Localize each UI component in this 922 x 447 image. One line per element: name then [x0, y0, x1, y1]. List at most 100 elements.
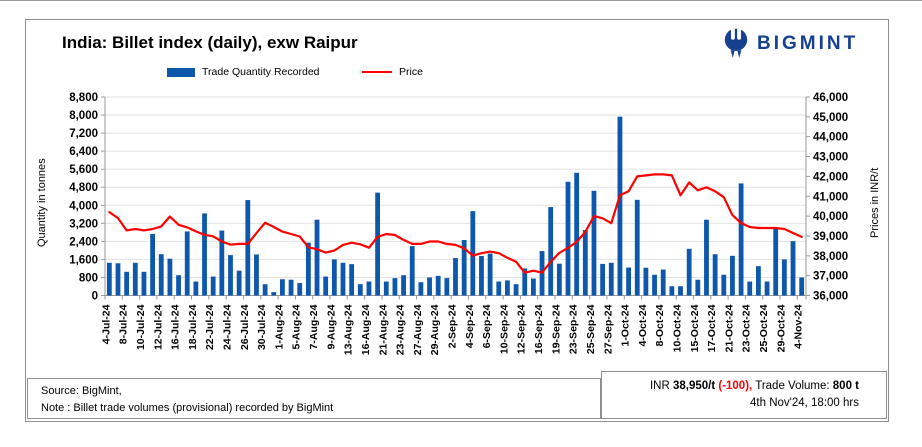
- quantity-bar: [738, 183, 744, 296]
- x-tick-label: 8-Oct-24: [654, 304, 666, 346]
- quantity-legend-label: Trade Quantity Recorded: [202, 66, 320, 78]
- bigmint-logo: BIGMINT: [722, 27, 858, 60]
- y-tick-label-left: 1,600: [69, 254, 98, 266]
- x-tick-label: 30-Jul-24: [256, 304, 268, 350]
- quantity-bar: [600, 263, 606, 296]
- y-tick-label-left: 8,000: [69, 110, 98, 122]
- x-tick-label: 12-Sep-24: [516, 304, 528, 354]
- x-tick-label: 4-Oct-24: [637, 304, 649, 346]
- price-line-path: [108, 173, 803, 274]
- quantity-bar: [132, 262, 138, 296]
- x-tick-label: 13-Aug-24: [343, 304, 355, 355]
- quantity-bar: [695, 279, 701, 296]
- x-tick-label: 4-Sep-24: [464, 304, 476, 348]
- y-tick-label-left: 2,400: [69, 236, 98, 248]
- quantity-bar: [297, 283, 303, 296]
- quantity-legend-swatch: [167, 67, 195, 77]
- x-tick-label: 10-Oct-24: [672, 304, 684, 352]
- quantity-bar: [366, 281, 372, 296]
- y-tick-label-right: 41,000: [813, 191, 848, 203]
- quantity-bar: [678, 286, 683, 296]
- quantity-bar: [530, 278, 536, 296]
- quantity-bar: [669, 286, 675, 296]
- quantity-bar: [288, 279, 294, 296]
- volume-label: Trade Volume:: [752, 380, 833, 392]
- quantity-bar: [764, 281, 770, 296]
- quantity-bar: [392, 278, 398, 296]
- y-tick-label-left: 0: [92, 291, 98, 303]
- quantity-bar: [409, 246, 415, 296]
- quantity-bar: [262, 284, 268, 296]
- chart-frame: [25, 19, 889, 422]
- quantity-bar: [280, 279, 285, 296]
- x-tick-label: 6-Sep-24: [481, 304, 493, 348]
- quantity-bar: [427, 277, 432, 296]
- x-tick-label: 4-Jul-24: [100, 304, 112, 344]
- quantity-bar: [202, 213, 207, 296]
- y-tick-label-right: 37,000: [813, 271, 848, 283]
- y-tick-label-right: 40,000: [813, 211, 848, 223]
- quantity-bar: [245, 200, 251, 296]
- top-divider: [0, 0, 922, 1]
- quantity-bar: [565, 181, 571, 296]
- quantity-bar: [487, 253, 493, 296]
- x-tick-label: 26-Jul-24: [239, 304, 251, 350]
- y-tick-label-right: 44,000: [813, 132, 848, 144]
- quantity-bar: [254, 254, 259, 296]
- x-tick-label: 2-Sep-24: [447, 304, 459, 348]
- quantity-bar: [730, 255, 735, 296]
- x-tick-label: 12-Jul-24: [152, 304, 164, 350]
- quantity-bar: [626, 267, 631, 296]
- x-tick-label: 21-Oct-24: [723, 304, 735, 352]
- quantity-bar: [305, 242, 311, 296]
- x-tick-label: 27-Aug-24: [412, 304, 424, 355]
- x-tick-label: 29-Aug-24: [429, 304, 441, 355]
- quantity-bar: [496, 281, 502, 296]
- quantity-bar: [548, 207, 554, 296]
- x-tick-label: 23-Sep-24: [568, 304, 580, 354]
- price-annotation-box: INR 38,950/t (-100), Trade Volume: 800 t…: [601, 371, 887, 419]
- legend-item-quantity: Trade Quantity Recorded: [167, 66, 320, 78]
- timestamp-line: 4th Nov'24, 18:00 hrs: [750, 396, 859, 409]
- quantity-bar: [686, 248, 692, 296]
- x-tick-label: 29-Oct-24: [775, 304, 787, 352]
- y-tick-label-right: 38,000: [813, 251, 848, 263]
- quantity-bar: [141, 271, 147, 296]
- x-tick-label: 25-Oct-24: [758, 304, 770, 352]
- quantity-bar: [781, 259, 787, 296]
- quantity-bar: [608, 262, 614, 296]
- x-tick-label: 22-Jul-24: [204, 304, 216, 350]
- y-tick-label-left: 3,200: [69, 218, 98, 230]
- page-title: India: Billet index (daily), exw Raipur: [62, 33, 358, 52]
- quantity-bar: [660, 269, 666, 296]
- quantity-bar: [375, 192, 381, 296]
- y-tick-label-left: 5,600: [69, 164, 98, 176]
- quantity-bar: [756, 266, 761, 296]
- y-tick-label-right: 36,000: [813, 291, 848, 303]
- price-prefix: INR: [649, 380, 673, 392]
- quantity-bar: [271, 292, 277, 296]
- quantity-bar: [773, 227, 779, 296]
- x-tick-label: 5-Aug-24: [291, 304, 303, 349]
- x-tick-label: 10-Sep-24: [498, 304, 510, 354]
- x-tick-label: 1-Aug-24: [273, 304, 285, 349]
- quantity-bar: [556, 263, 562, 296]
- x-tick-label: 21-Aug-24: [377, 304, 389, 355]
- y-tick-label-right: 39,000: [813, 231, 848, 243]
- y-tick-label-right: 42,000: [813, 171, 848, 183]
- quantity-bar: [176, 275, 181, 296]
- source-note-box: Source: BigMint, Note : Billet trade vol…: [27, 378, 601, 419]
- quantity-bar: [357, 284, 363, 296]
- x-tick-label: 16-Sep-24: [533, 304, 545, 354]
- x-tick-label: 10-Jul-24: [135, 304, 147, 350]
- quantity-bar: [349, 264, 355, 296]
- x-tick-label: 15-Oct-24: [689, 304, 701, 352]
- bigmint-logo-icon: [724, 27, 748, 58]
- quantity-bar: [582, 230, 588, 296]
- quantity-bar: [236, 270, 242, 296]
- quantity-bar: [652, 274, 657, 296]
- price-change: (-100),: [718, 380, 753, 392]
- quantity-bar: [228, 255, 233, 296]
- quantity-bar: [158, 254, 164, 296]
- y-tick-label-left: 6,400: [69, 146, 98, 158]
